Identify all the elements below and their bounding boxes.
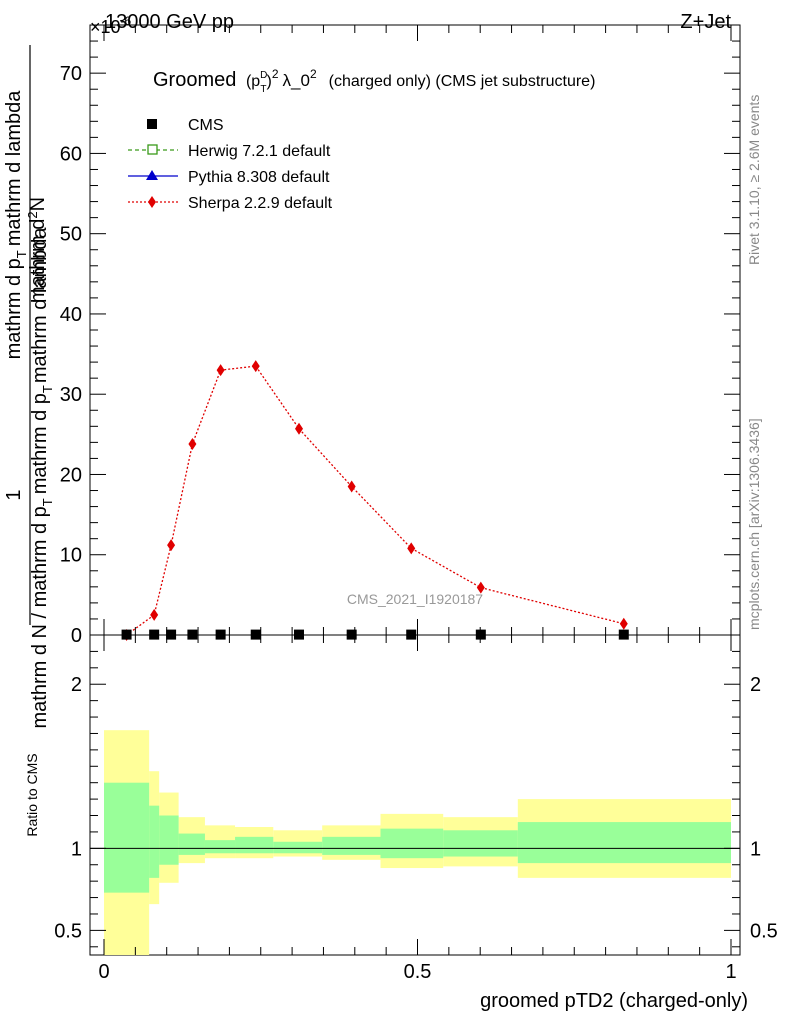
green-band-bin xyxy=(322,836,381,855)
analysis-watermark: CMS_2021_I1920187 xyxy=(347,591,483,607)
cms-point xyxy=(187,629,198,640)
rivet-label: Rivet 3.1.10, ≥ 2.6M events xyxy=(746,95,762,265)
cms-point xyxy=(346,629,357,640)
cms-point xyxy=(618,629,629,640)
y-tick-label: 20 xyxy=(60,464,82,486)
sherpa-point xyxy=(167,539,176,552)
legend-label-0: CMS xyxy=(188,117,224,134)
y-label-one: 1 xyxy=(3,489,25,500)
legend-marker-pythia xyxy=(146,170,158,180)
ratio-y-tick-label-right: 1 xyxy=(750,838,761,860)
green-band-bin xyxy=(235,836,274,854)
green-band-bin xyxy=(159,815,179,865)
cms-point xyxy=(406,629,417,640)
y-axis-label: mathrm d2N mathrm d pTmathrm d lambda ma… xyxy=(3,45,55,728)
ratio-uncertainty-bands xyxy=(104,730,731,955)
x-tick-label: 1 xyxy=(725,961,736,983)
legend-label-1: Herwig 7.2.1 default xyxy=(188,143,331,160)
green-band-bin xyxy=(273,841,323,854)
cms-point xyxy=(121,629,132,640)
legend-label-2: Pythia 8.308 default xyxy=(188,169,330,186)
y-tick-label: 60 xyxy=(60,143,82,165)
y-tick-label: 30 xyxy=(60,384,82,406)
sherpa-point xyxy=(251,360,260,373)
y-label-numerator: mathrm d2N xyxy=(25,197,49,303)
x-axis-ticks: 0 0.5 1 xyxy=(98,25,737,983)
legend-label-3: Sherpa 2.2.9 default xyxy=(188,195,333,212)
y-tick-label: 50 xyxy=(60,224,82,246)
legend-marker-sherpa xyxy=(148,196,156,208)
ratio-y-tick-label-right: 0.5 xyxy=(750,920,778,942)
cms-point xyxy=(475,629,486,640)
sherpa-point xyxy=(188,437,197,450)
green-band-bin xyxy=(104,782,150,893)
x-tick-label: 0.5 xyxy=(404,961,432,983)
x-tick-label: 0 xyxy=(98,961,109,983)
ratio-y-tick-label-right: 2 xyxy=(750,674,761,696)
cms-point xyxy=(149,629,160,640)
cms-point xyxy=(250,629,261,640)
sherpa-point xyxy=(294,422,303,435)
x-axis-label: groomed pTD2 (charged-only) xyxy=(480,990,748,1012)
legend: CMS Herwig 7.2.1 default Pythia 8.308 defa… xyxy=(128,117,333,212)
chart-title: Groomed (pD T)2 λ_02 (charged only) (CMS je… xyxy=(153,67,595,95)
mcplots-label: mcplots.cern.ch [arXiv:1306.3436] xyxy=(746,418,762,630)
green-band-bin xyxy=(517,822,731,864)
green-band-bin xyxy=(204,840,236,854)
process-label: Z+Jet xyxy=(680,11,731,33)
y-label-numerator-top: mathrm d pTmathrm d lambda xyxy=(3,90,29,360)
cms-point xyxy=(215,629,226,640)
y-axis-ticks: 0 10 20 30 40 50 60 70 xyxy=(60,40,740,647)
green-band-bin xyxy=(380,828,444,859)
ratio-y-tick-label: 1 xyxy=(71,838,82,860)
series-markers xyxy=(121,360,629,641)
sherpa-point xyxy=(407,542,416,555)
legend-marker-cms xyxy=(147,119,157,129)
green-band-bin xyxy=(443,830,518,857)
green-band-bin xyxy=(178,833,205,855)
exponent-label: ×10-6 xyxy=(90,14,132,37)
ratio-y-label: Ratio to CMS xyxy=(24,753,40,836)
y-tick-label: 0 xyxy=(71,625,82,647)
ratio-y-axis-ticks: 0.5 0.5 1 1 2 2 xyxy=(54,650,778,948)
ratio-y-tick-label: 2 xyxy=(71,674,82,696)
y-tick-label: 40 xyxy=(60,304,82,326)
ratio-y-tick-label: 0.5 xyxy=(54,920,82,942)
sherpa-point xyxy=(476,581,485,594)
energy-label: 13000 GeV pp xyxy=(105,11,234,33)
sherpa-point xyxy=(216,364,225,377)
sherpa-point xyxy=(619,617,628,630)
y-label-denominator: mathrm d N / mathrm d pTmathrm d pTmathr… xyxy=(29,227,55,729)
y-tick-label: 10 xyxy=(60,545,82,567)
cms-point xyxy=(166,629,177,640)
y-tick-label: 70 xyxy=(60,63,82,85)
cms-point xyxy=(293,629,304,640)
sherpa-point xyxy=(150,608,159,621)
ratio-plot-frame xyxy=(89,634,741,956)
green-band-bin xyxy=(149,805,160,878)
legend-marker-herwig xyxy=(147,144,158,155)
sherpa-point xyxy=(347,480,356,493)
